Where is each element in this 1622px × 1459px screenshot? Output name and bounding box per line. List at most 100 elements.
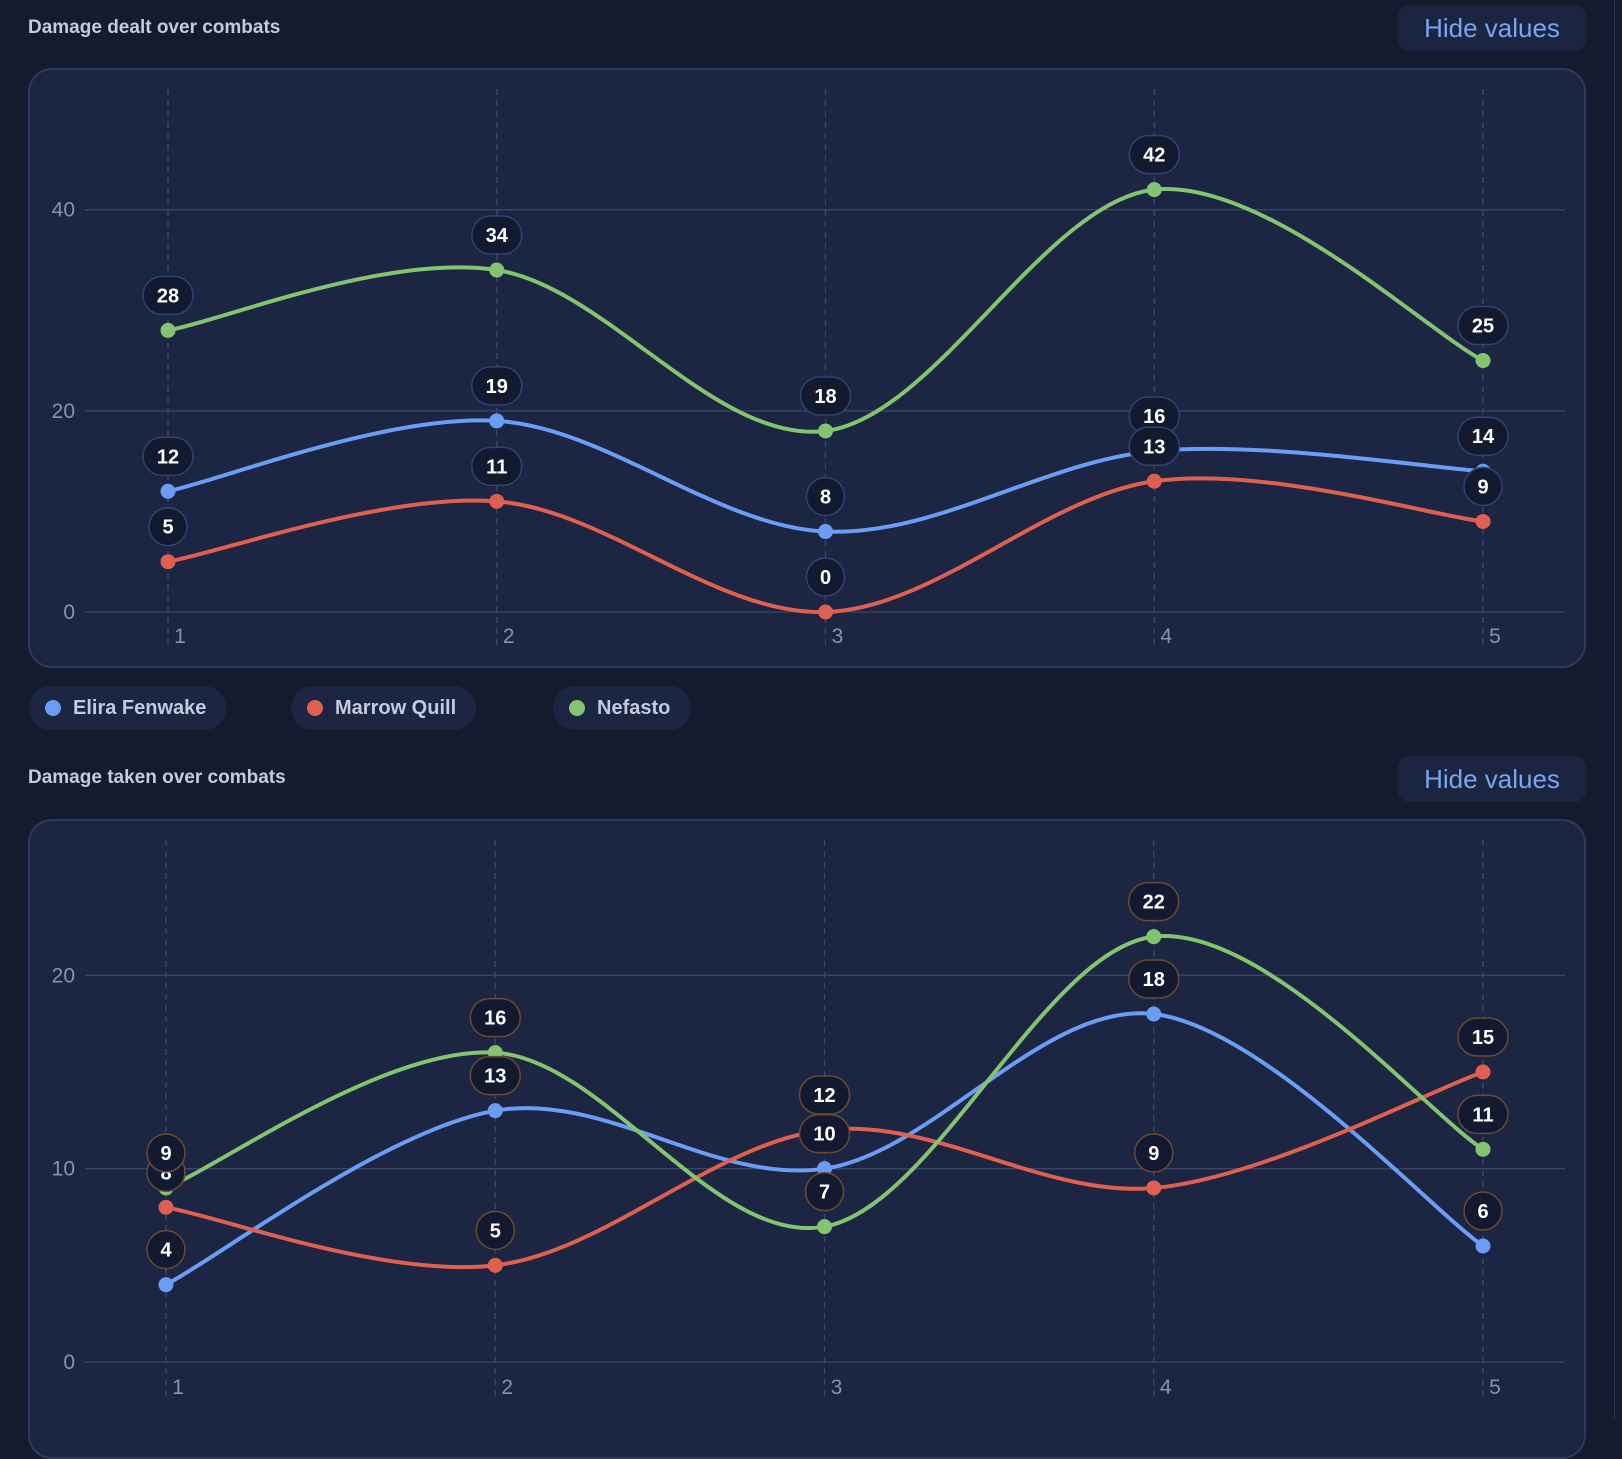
data-point (487, 1257, 503, 1273)
data-point (160, 322, 176, 338)
data-point (1475, 1064, 1491, 1080)
data-label-bubble (148, 506, 188, 547)
y-tick-label: 20 (52, 400, 75, 423)
y-tick-label: 10 (52, 1158, 75, 1181)
data-label: 12 (813, 1085, 835, 1107)
data-label-bubble (1128, 426, 1180, 466)
data-label-bubble (475, 1210, 515, 1251)
data-label-bubble (469, 997, 521, 1038)
legend-item-nefasto[interactable]: Nefasto (553, 686, 691, 730)
data-label-bubble (805, 557, 846, 597)
data-label: 42 (1143, 145, 1165, 167)
series-dot-icon (307, 700, 323, 716)
x-tick-label: 4 (1160, 1376, 1172, 1399)
series-dot-icon (45, 700, 61, 716)
data-label: 0 (820, 567, 831, 589)
x-tick-label: 1 (174, 625, 186, 648)
data-label: 9 (1148, 1143, 1159, 1165)
data-point (489, 493, 505, 509)
data-label-bubble (1457, 305, 1509, 346)
data-point (487, 1103, 503, 1119)
legend-item-marrow[interactable]: Marrow Quill (291, 686, 476, 730)
data-label: 16 (1143, 406, 1165, 428)
data-label-bubble (142, 275, 194, 316)
x-tick-label: 5 (1489, 625, 1501, 648)
data-label-bubble (142, 436, 194, 477)
data-point (160, 483, 176, 499)
data-label: 19 (486, 376, 508, 398)
data-point (1475, 353, 1491, 369)
data-label-bubble (1128, 134, 1180, 175)
data-label: 22 (1143, 892, 1165, 914)
data-label: 9 (1477, 476, 1488, 498)
x-tick-label: 2 (503, 625, 515, 648)
data-label-bubble (1457, 416, 1509, 456)
data-label: 12 (157, 446, 179, 468)
hide-values-button-taken[interactable]: Hide values (1398, 756, 1586, 802)
data-point (1475, 1238, 1491, 1254)
data-label-bubble (799, 376, 852, 416)
data-label: 14 (1472, 426, 1495, 448)
y-tick-label: 0 (63, 601, 75, 624)
data-label-bubble (1134, 1133, 1174, 1173)
data-label-bubble (1463, 466, 1503, 507)
data-label-bubble (471, 446, 523, 487)
data-point (489, 262, 505, 278)
legend-item-elira[interactable]: Elira Fenwake (29, 686, 226, 730)
data-point (158, 1277, 174, 1293)
data-point (817, 1219, 832, 1235)
x-tick-label: 2 (501, 1376, 513, 1399)
data-label-bubble (1128, 959, 1180, 999)
data-point (1146, 473, 1162, 489)
data-label: 16 (484, 1008, 506, 1030)
data-label: 7 (819, 1182, 830, 1204)
chart-title-dealt: Damage dealt over combats (28, 17, 281, 38)
data-point (818, 604, 833, 620)
data-label-bubble (1128, 881, 1180, 922)
data-point (818, 524, 833, 540)
data-label: 5 (490, 1220, 501, 1242)
data-label: 6 (1477, 1201, 1488, 1223)
chart-title-taken: Damage taken over combats (28, 767, 286, 788)
data-label: 5 (162, 517, 173, 539)
data-point (160, 554, 176, 570)
data-label: 8 (820, 487, 831, 509)
data-label: 8 (160, 1162, 171, 1184)
data-label: 34 (486, 225, 509, 247)
legend-label: Marrow Quill (335, 696, 457, 719)
y-tick-label: 40 (52, 199, 75, 222)
x-tick-label: 3 (831, 1376, 843, 1399)
data-label-bubble (1457, 1017, 1509, 1057)
data-label: 18 (814, 386, 836, 408)
data-point (1146, 182, 1162, 198)
x-tick-label: 1 (172, 1376, 184, 1399)
hide-values-button-dealt[interactable]: Hide values (1398, 5, 1586, 51)
data-point (818, 423, 833, 439)
legend-label: Elira Fenwake (73, 696, 207, 719)
data-point (489, 413, 505, 429)
data-label: 10 (813, 1124, 835, 1146)
series-dot-icon (569, 700, 585, 716)
data-label: 11 (1472, 1104, 1493, 1126)
y-tick-label: 0 (63, 1351, 75, 1374)
data-label-bubble (469, 1055, 521, 1096)
chart-panel-dealt (28, 68, 1586, 668)
data-label-bubble (471, 366, 523, 406)
y-tick-label: 20 (52, 964, 75, 987)
series-line-2 (164, 934, 1485, 1231)
x-tick-label: 5 (1489, 1376, 1501, 1399)
data-label-bubble (146, 1133, 186, 1173)
data-label-bubble (804, 1171, 845, 1212)
data-label: 15 (1472, 1027, 1494, 1049)
page-edge (1614, 0, 1615, 1418)
data-label: 9 (160, 1143, 171, 1165)
data-label-bubble (805, 476, 846, 517)
data-point (1146, 929, 1162, 945)
data-label-bubble (471, 215, 523, 255)
data-point (1475, 513, 1491, 529)
data-label: 11 (486, 456, 507, 478)
x-tick-label: 3 (832, 625, 844, 648)
data-label: 18 (1143, 969, 1165, 991)
